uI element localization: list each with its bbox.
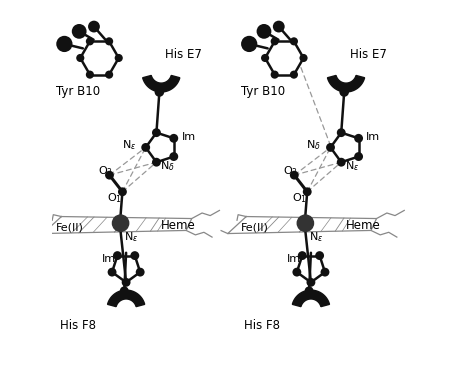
Circle shape [354, 152, 363, 161]
Circle shape [76, 54, 84, 62]
Circle shape [292, 268, 301, 276]
Text: N$_\varepsilon$: N$_\varepsilon$ [345, 159, 359, 173]
Circle shape [290, 37, 298, 45]
Circle shape [354, 134, 363, 143]
Text: O$_1$: O$_1$ [292, 191, 307, 205]
Text: His E7: His E7 [165, 48, 202, 61]
Circle shape [86, 37, 94, 45]
Circle shape [326, 143, 335, 152]
Text: Heme: Heme [346, 219, 381, 232]
Circle shape [56, 36, 73, 52]
Circle shape [169, 134, 178, 143]
Circle shape [303, 187, 312, 196]
Text: Fe(II): Fe(II) [56, 223, 84, 233]
Circle shape [337, 158, 346, 167]
Circle shape [122, 278, 130, 287]
Circle shape [337, 128, 346, 137]
Text: O$_1$: O$_1$ [107, 191, 122, 205]
Text: Tyr B10: Tyr B10 [56, 85, 100, 98]
Text: Heme: Heme [161, 219, 196, 232]
Text: Im: Im [287, 255, 301, 265]
Polygon shape [328, 75, 365, 92]
Circle shape [256, 24, 272, 39]
Circle shape [152, 158, 161, 167]
Circle shape [115, 54, 123, 62]
Text: Tyr B10: Tyr B10 [241, 85, 285, 98]
Text: N$_\varepsilon$: N$_\varepsilon$ [309, 230, 323, 244]
Circle shape [290, 70, 298, 79]
Circle shape [105, 70, 113, 79]
Circle shape [261, 54, 269, 62]
Text: Im: Im [102, 255, 116, 265]
Circle shape [105, 37, 113, 45]
Circle shape [152, 128, 161, 137]
Circle shape [305, 286, 313, 295]
Circle shape [273, 21, 285, 33]
Text: N$_\varepsilon$: N$_\varepsilon$ [122, 139, 136, 152]
Circle shape [271, 70, 279, 79]
Polygon shape [292, 290, 329, 307]
Polygon shape [143, 75, 180, 92]
Circle shape [339, 87, 349, 97]
Circle shape [86, 70, 94, 79]
Circle shape [118, 187, 127, 196]
Circle shape [320, 268, 329, 276]
Circle shape [241, 36, 257, 52]
Circle shape [120, 286, 129, 295]
Text: Fe(II): Fe(II) [241, 223, 269, 233]
Text: N$_\varepsilon$: N$_\varepsilon$ [124, 230, 138, 244]
Circle shape [300, 54, 308, 62]
Text: His F8: His F8 [60, 319, 96, 332]
Circle shape [298, 251, 307, 260]
Circle shape [136, 268, 145, 276]
Text: O$_2$: O$_2$ [283, 164, 298, 178]
Text: His E7: His E7 [350, 48, 387, 61]
Circle shape [108, 268, 117, 276]
Circle shape [315, 251, 324, 260]
Circle shape [112, 215, 129, 232]
Circle shape [130, 251, 139, 260]
Text: Im: Im [366, 132, 381, 142]
Circle shape [155, 87, 164, 97]
Circle shape [297, 215, 313, 232]
Text: His F8: His F8 [245, 319, 281, 332]
Circle shape [113, 251, 122, 260]
Circle shape [88, 21, 100, 33]
Polygon shape [108, 290, 145, 307]
Circle shape [72, 24, 87, 39]
Text: O$_2$: O$_2$ [99, 164, 113, 178]
Circle shape [271, 37, 279, 45]
Text: N$_\delta$: N$_\delta$ [307, 139, 321, 152]
Text: N$_\delta$: N$_\delta$ [160, 159, 175, 173]
Circle shape [307, 278, 315, 287]
Circle shape [290, 171, 299, 180]
Circle shape [169, 152, 178, 161]
Text: Im: Im [182, 132, 196, 142]
Circle shape [105, 171, 114, 180]
Circle shape [141, 143, 150, 152]
